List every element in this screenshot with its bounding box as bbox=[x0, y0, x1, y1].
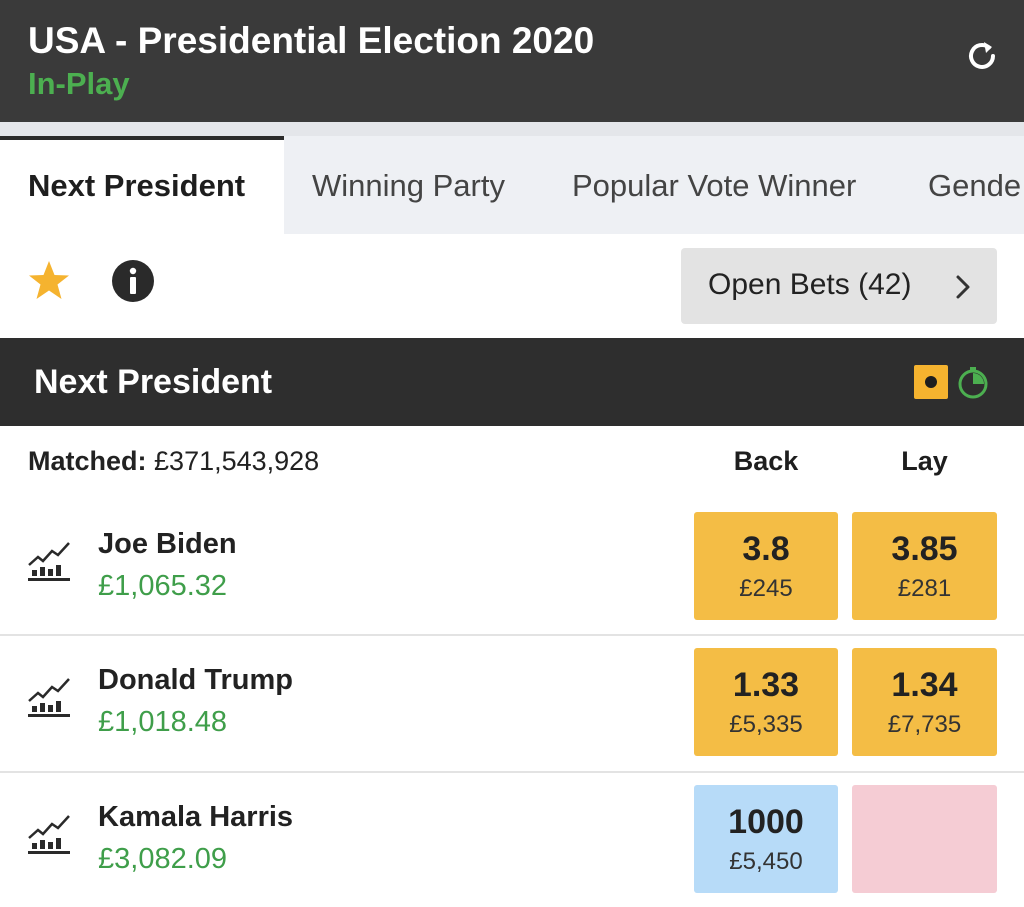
runner-profit: £1,018.48 bbox=[98, 706, 228, 738]
timer-icon[interactable] bbox=[956, 366, 990, 400]
market-name: Next President bbox=[34, 363, 273, 401]
chart-icon[interactable] bbox=[26, 674, 72, 720]
matched-value: £371,543,928 bbox=[154, 446, 320, 476]
open-bets-button[interactable]: Open Bets (42) bbox=[681, 248, 997, 324]
runner-row: Donald Trump £1,018.48 1.33 £5,335 1.34 … bbox=[0, 634, 1024, 770]
runner-profit: £1,065.32 bbox=[98, 570, 228, 602]
back-stake: £245 bbox=[739, 575, 793, 602]
lay-price-button[interactable] bbox=[852, 785, 997, 893]
tab-gender[interactable]: Gende bbox=[928, 168, 1022, 203]
back-odds: 1000 bbox=[728, 803, 804, 841]
tab-winning-party[interactable]: Winning Party bbox=[312, 168, 505, 203]
back-stake: £5,450 bbox=[729, 848, 803, 875]
tab-popular-vote-winner[interactable]: Popular Vote Winner bbox=[572, 168, 857, 203]
lay-stake: £281 bbox=[897, 575, 952, 602]
runner-row: Kamala Harris £3,082.09 1000 £5,450 bbox=[0, 771, 1024, 907]
lay-stake: £7,735 bbox=[887, 711, 962, 738]
back-price-button[interactable]: 1000 £5,450 bbox=[694, 785, 838, 893]
in-play-status: In-Play bbox=[28, 66, 130, 101]
chart-icon[interactable] bbox=[26, 811, 72, 857]
lay-odds: 1.34 bbox=[891, 666, 958, 704]
header-divider bbox=[0, 122, 1024, 136]
runner-row: Joe Biden £1,065.32 3.8 £245 3.85 £281 bbox=[0, 500, 1024, 636]
lay-price-button[interactable]: 1.34 £7,735 bbox=[852, 648, 997, 756]
market-header: Next President bbox=[0, 338, 1024, 426]
tab-next-president[interactable]: Next President bbox=[0, 136, 284, 234]
chart-icon[interactable] bbox=[26, 538, 72, 584]
open-bets-label: Open Bets (42) bbox=[708, 268, 912, 301]
back-odds: 3.8 bbox=[742, 530, 790, 568]
runner-profit: £3,082.09 bbox=[98, 843, 228, 875]
back-odds: 1.33 bbox=[732, 666, 800, 704]
lay-column-header: Lay bbox=[901, 446, 948, 476]
lay-price-button[interactable]: 3.85 £281 bbox=[852, 512, 997, 620]
runner-name: Joe Biden bbox=[98, 528, 237, 560]
cashout-icon[interactable] bbox=[914, 365, 948, 399]
chevron-right-icon bbox=[956, 275, 970, 299]
back-stake: £5,335 bbox=[729, 711, 803, 738]
lay-odds: 3.85 bbox=[891, 530, 958, 568]
back-price-button[interactable]: 3.8 £245 bbox=[694, 512, 838, 620]
matched-label: Matched: bbox=[28, 446, 147, 476]
refresh-icon[interactable] bbox=[962, 36, 1002, 76]
runner-name: Kamala Harris bbox=[98, 801, 294, 833]
back-price-button[interactable]: 1.33 £5,335 bbox=[694, 648, 838, 756]
runner-name: Donald Trump bbox=[98, 664, 293, 696]
info-icon[interactable] bbox=[110, 258, 156, 304]
star-icon[interactable] bbox=[26, 258, 72, 304]
back-column-header: Back bbox=[733, 446, 799, 476]
matched-amount: Matched: £371,543,928 bbox=[28, 446, 319, 477]
header-bar: USA - Presidential Election 2020 In-Play bbox=[0, 0, 1024, 122]
page-title: USA - Presidential Election 2020 bbox=[28, 20, 595, 61]
market-tabs: Next President Winning Party Popular Vot… bbox=[0, 136, 1024, 234]
